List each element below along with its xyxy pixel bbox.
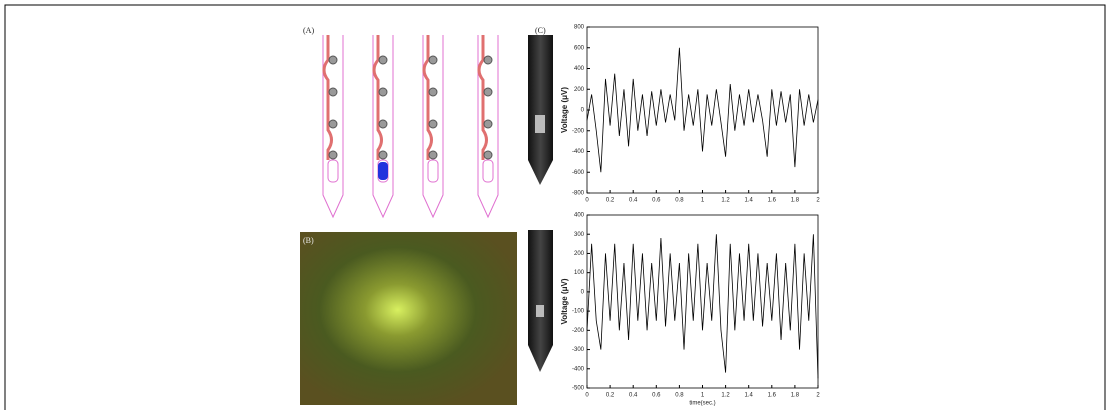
- probe-photos: [528, 35, 553, 372]
- x-tick-label: 1.6: [768, 393, 777, 399]
- y-tick-label: 100: [574, 270, 585, 276]
- x-tick-label: 1.8: [791, 198, 800, 204]
- x-tick-label: 0.2: [606, 198, 615, 204]
- frame: [4, 4, 1106, 415]
- x-tick-label: 1.8: [791, 393, 800, 399]
- y-tick-label: 800: [574, 25, 585, 31]
- probe-drawings: [322, 33, 500, 219]
- x-tick-label: 0.4: [629, 393, 638, 399]
- y-tick-label: 0: [581, 289, 585, 295]
- y-tick-label: -500: [572, 386, 585, 392]
- y-tick-label: 400: [574, 66, 585, 72]
- panel-label: (B): [303, 236, 314, 245]
- y-tick-label: 400: [574, 213, 585, 219]
- x-tick-label: 0.6: [652, 393, 661, 399]
- fluorescence-image: [300, 232, 517, 405]
- y-axis-label: Voltage (μV): [560, 87, 569, 133]
- y-tick-label: -200: [572, 128, 585, 134]
- y-tick-label: 0: [581, 108, 585, 114]
- y-tick-label: -400: [572, 366, 585, 372]
- panel-label: (C): [535, 26, 546, 35]
- y-tick-label: -100: [572, 309, 585, 315]
- plot-area: [586, 214, 819, 389]
- x-tick-label: 1.2: [721, 198, 730, 204]
- x-tick-label: 0.8: [675, 198, 684, 204]
- x-tick-label: 1: [701, 393, 705, 399]
- y-tick-label: 200: [574, 251, 585, 257]
- signal-trace: [586, 234, 819, 379]
- x-tick-label: 1.4: [745, 198, 754, 204]
- x-tick-label: 1: [701, 198, 705, 204]
- y-tick-label: -300: [572, 347, 585, 353]
- y-tick-label: -600: [572, 170, 585, 176]
- x-tick-label: 0: [585, 198, 589, 204]
- y-tick-label: 200: [574, 87, 585, 93]
- x-tick-label: 1.2: [721, 393, 730, 399]
- y-tick-label: 600: [574, 45, 585, 51]
- x-tick-label: 2: [816, 393, 820, 399]
- x-tick-label: 0.2: [606, 393, 615, 399]
- x-tick-label: 1.4: [745, 393, 754, 399]
- x-axis-label: time(sec.): [689, 401, 715, 407]
- x-tick-label: 0.8: [675, 393, 684, 399]
- x-tick-label: 0.6: [652, 198, 661, 204]
- x-tick-label: 0.4: [629, 198, 638, 204]
- y-tick-label: -400: [572, 149, 585, 155]
- x-tick-label: 0: [585, 393, 589, 399]
- y-axis-label: Voltage (μV): [560, 278, 569, 324]
- y-tick-label: -200: [572, 328, 585, 334]
- y-tick-label: -800: [572, 191, 585, 197]
- panel-label: (A): [303, 26, 314, 35]
- y-tick-label: 300: [574, 232, 585, 238]
- x-tick-label: 2: [816, 198, 820, 204]
- signal-trace: [586, 47, 819, 173]
- x-tick-label: 1.6: [768, 198, 777, 204]
